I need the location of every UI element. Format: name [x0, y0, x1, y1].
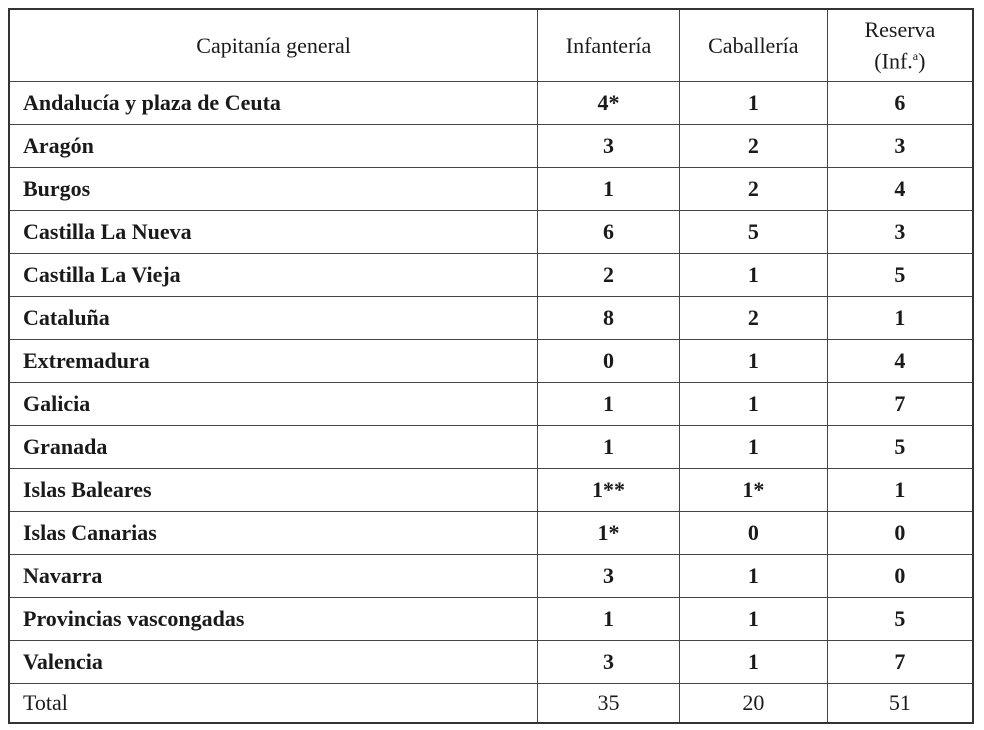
cell-reserva: 4 — [826, 167, 974, 211]
cell-capitania: Navarra — [8, 554, 539, 598]
cell-caballeria: 1 — [678, 554, 828, 598]
cell-infanteria: 1* — [537, 511, 680, 555]
table-row: Castilla La Vieja 2 1 5 — [8, 253, 974, 297]
cell-infanteria: 8 — [537, 296, 680, 340]
cell-infanteria: 3 — [537, 554, 680, 598]
cell-reserva: 7 — [826, 382, 974, 426]
header-reserva: Reserva (Inf.a) — [826, 8, 974, 82]
header-capitania: Capitanía general — [8, 8, 539, 82]
cell-reserva: 51 — [826, 683, 974, 724]
table-row: Aragón 3 2 3 — [8, 124, 974, 168]
table-row: Cataluña 8 2 1 — [8, 296, 974, 340]
cell-capitania: Valencia — [8, 640, 539, 684]
header-reserva-line1: Reserva — [864, 16, 936, 42]
table-row: Andalucía y plaza de Ceuta 4* 1 6 — [8, 81, 974, 125]
cell-reserva: 6 — [826, 81, 974, 125]
cell-reserva: 1 — [826, 296, 974, 340]
cell-capitania: Extremadura — [8, 339, 539, 383]
table-row: Provincias vascongadas 1 1 5 — [8, 597, 974, 641]
cell-capitania: Castilla La Nueva — [8, 210, 539, 254]
cell-caballeria: 1 — [678, 640, 828, 684]
table-row: Burgos 1 2 4 — [8, 167, 974, 211]
cell-infanteria: 3 — [537, 124, 680, 168]
cell-caballeria: 2 — [678, 167, 828, 211]
cell-infanteria: 3 — [537, 640, 680, 684]
cell-capitania: Andalucía y plaza de Ceuta — [8, 81, 539, 125]
cell-reserva: 4 — [826, 339, 974, 383]
cell-capitania: Total — [8, 683, 539, 724]
cell-caballeria: 5 — [678, 210, 828, 254]
cell-capitania: Cataluña — [8, 296, 539, 340]
table-row: Islas Canarias 1* 0 0 — [8, 511, 974, 555]
cell-caballeria: 1 — [678, 253, 828, 297]
cell-capitania: Islas Canarias — [8, 511, 539, 555]
cell-infanteria: 1 — [537, 382, 680, 426]
cell-reserva: 0 — [826, 511, 974, 555]
cell-reserva: 3 — [826, 124, 974, 168]
cell-caballeria: 1 — [678, 382, 828, 426]
header-infanteria: Infantería — [537, 8, 680, 82]
cell-infanteria: 1 — [537, 597, 680, 641]
cell-infanteria: 6 — [537, 210, 680, 254]
cell-infanteria: 0 — [537, 339, 680, 383]
table-row: Extremadura 0 1 4 — [8, 339, 974, 383]
cell-caballeria: 1* — [678, 468, 828, 512]
table-row: Valencia 3 1 7 — [8, 640, 974, 684]
header-row: Capitanía general Infantería Caballería … — [8, 8, 974, 82]
cell-caballeria: 1 — [678, 81, 828, 125]
table-row: Granada 1 1 5 — [8, 425, 974, 469]
cell-reserva: 7 — [826, 640, 974, 684]
header-reserva-close: ) — [918, 48, 926, 74]
cell-reserva: 3 — [826, 210, 974, 254]
cell-capitania: Galicia — [8, 382, 539, 426]
cell-reserva: 5 — [826, 253, 974, 297]
cell-reserva: 0 — [826, 554, 974, 598]
cell-infanteria: 1 — [537, 425, 680, 469]
header-reserva-sup: a — [912, 48, 919, 63]
cell-infanteria: 2 — [537, 253, 680, 297]
table-row: Islas Baleares 1** 1* 1 — [8, 468, 974, 512]
header-reserva-open: (Inf. — [874, 48, 913, 74]
cell-reserva: 5 — [826, 597, 974, 641]
cell-caballeria: 20 — [678, 683, 828, 724]
capitania-table: Capitanía general Infantería Caballería … — [8, 8, 974, 724]
cell-infanteria: 35 — [537, 683, 680, 724]
cell-capitania: Aragón — [8, 124, 539, 168]
cell-reserva: 1 — [826, 468, 974, 512]
total-row: Total 35 20 51 — [8, 683, 974, 724]
cell-caballeria: 2 — [678, 296, 828, 340]
cell-caballeria: 2 — [678, 124, 828, 168]
cell-capitania: Castilla La Vieja — [8, 253, 539, 297]
cell-caballeria: 1 — [678, 425, 828, 469]
table-row: Navarra 3 1 0 — [8, 554, 974, 598]
cell-infanteria: 1 — [537, 167, 680, 211]
cell-capitania: Islas Baleares — [8, 468, 539, 512]
table-row: Castilla La Nueva 6 5 3 — [8, 210, 974, 254]
cell-reserva: 5 — [826, 425, 974, 469]
cell-infanteria: 4* — [537, 81, 680, 125]
table-row: Galicia 1 1 7 — [8, 382, 974, 426]
cell-capitania: Burgos — [8, 167, 539, 211]
cell-caballeria: 1 — [678, 339, 828, 383]
cell-caballeria: 1 — [678, 597, 828, 641]
cell-caballeria: 0 — [678, 511, 828, 555]
cell-capitania: Provincias vascongadas — [8, 597, 539, 641]
cell-capitania: Granada — [8, 425, 539, 469]
cell-infanteria: 1** — [537, 468, 680, 512]
header-caballeria: Caballería — [678, 8, 828, 82]
